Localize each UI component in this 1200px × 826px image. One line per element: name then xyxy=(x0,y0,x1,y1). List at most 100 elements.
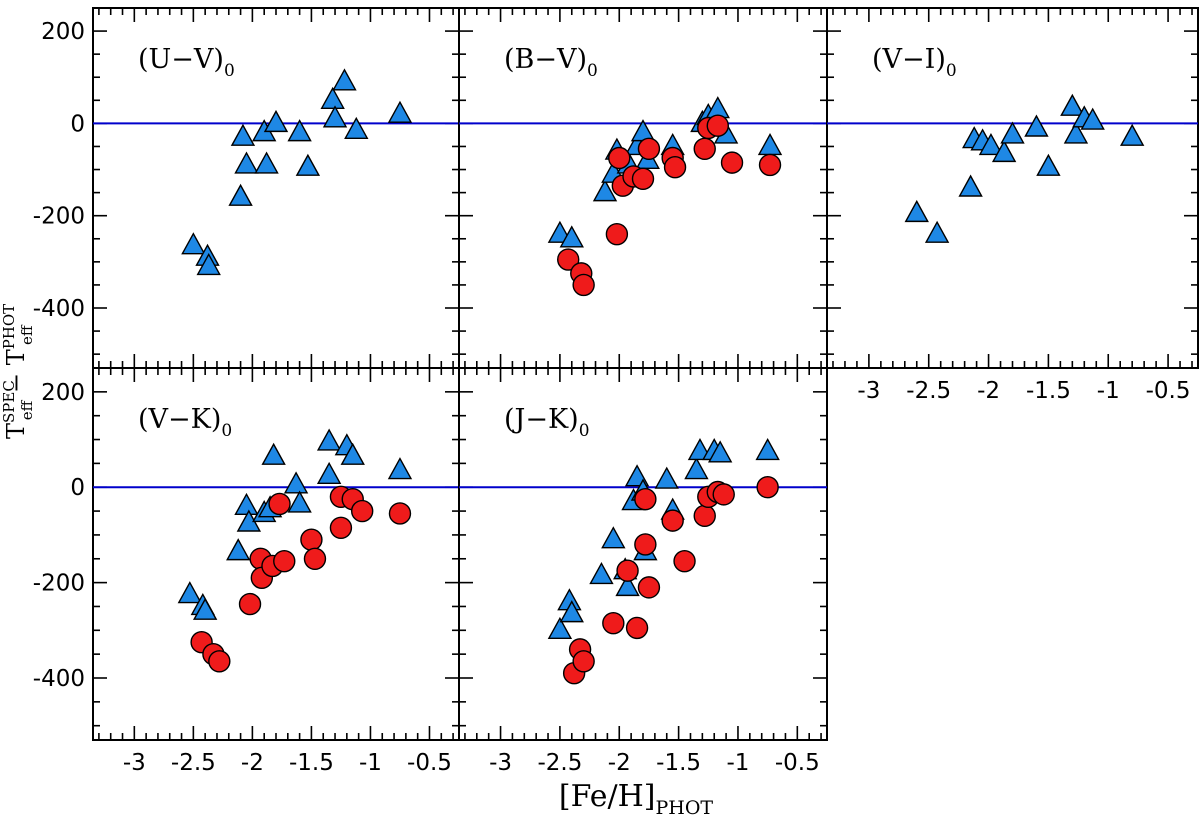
triangle-point xyxy=(230,123,256,146)
triangle-point xyxy=(1000,121,1025,144)
triangle-point xyxy=(228,183,253,206)
triangle-point xyxy=(192,597,218,620)
x-tick-label: -3 xyxy=(857,378,880,404)
panel-title-sub: 0 xyxy=(587,61,598,81)
circle-point xyxy=(756,476,779,499)
triangle-point xyxy=(287,490,312,513)
circle-point xyxy=(720,151,744,174)
y-axis-title-mid: − T xyxy=(2,349,30,400)
x-axis-title-main: [Fe/H] xyxy=(559,779,656,814)
x-tick-label: -2.5 xyxy=(171,750,216,776)
circle-point xyxy=(693,504,716,528)
triangle-point xyxy=(1060,93,1085,116)
triangle-point xyxy=(684,457,709,480)
circle-point xyxy=(625,616,649,640)
triangle-point xyxy=(958,174,983,197)
y-tick-label: 200 xyxy=(41,19,85,45)
circle-point xyxy=(268,492,291,516)
triangle-point xyxy=(757,133,783,156)
triangle-point xyxy=(559,225,584,248)
panel-title: (V−K)0 xyxy=(138,404,232,441)
panel-title: (B−V)0 xyxy=(504,44,598,81)
panel-title-sub: 0 xyxy=(579,421,590,441)
circle-point xyxy=(605,222,629,246)
y-tick-label: -400 xyxy=(33,666,85,692)
circle-point xyxy=(350,499,374,523)
circle-point xyxy=(706,114,729,137)
triangle-point xyxy=(387,457,413,480)
x-axis-title-sub: PHOT xyxy=(656,797,714,819)
triangle-point xyxy=(904,199,929,223)
svg-text:[Fe/H]PHOT: [Fe/H]PHOT xyxy=(559,779,714,819)
x-tick-label: -0.5 xyxy=(775,750,820,776)
circle-point xyxy=(608,146,631,170)
panel-title-main: (V−I) xyxy=(872,44,946,75)
triangle-point xyxy=(559,600,584,623)
triangle-point xyxy=(287,119,312,142)
y-axis-title: TSPECeff − TPHOTeff xyxy=(0,304,36,439)
panel-5: -3 -2.5 -2 -1.5 -1 -0.5 (J−K)0 xyxy=(458,367,828,776)
panel-title-main: (U−V) xyxy=(138,44,224,75)
circle-point xyxy=(273,549,296,573)
triangle-point xyxy=(283,471,309,494)
x-tick-label: -2.5 xyxy=(537,750,582,776)
triangle-point xyxy=(991,139,1017,163)
triangle-point xyxy=(295,153,321,176)
triangle-point xyxy=(263,109,289,133)
x-tick-label: -0.5 xyxy=(1146,378,1191,404)
circle-point xyxy=(557,248,580,271)
x-tick-label: -1 xyxy=(1097,378,1120,404)
triangle-point xyxy=(1063,121,1089,144)
triangle-point xyxy=(592,179,618,202)
y-axis-title-sub1: eff xyxy=(18,399,36,420)
circle-point xyxy=(693,137,716,160)
triangle-point xyxy=(1036,153,1061,176)
panel-title-main: (J−K) xyxy=(504,404,579,435)
circle-point xyxy=(634,533,657,556)
panel-title-sub: 0 xyxy=(224,61,235,81)
x-tick-label: -3 xyxy=(489,750,512,776)
circle-point xyxy=(303,547,327,570)
svg-text:TSPECeff − TPHOTeff: TSPECeff − TPHOTeff xyxy=(0,304,36,439)
triangle-point xyxy=(1024,114,1049,137)
x-tick-label: -1.5 xyxy=(289,750,334,776)
triangle-point xyxy=(707,440,733,463)
triangle-point xyxy=(1080,107,1105,130)
x-tick-label: -0.5 xyxy=(407,750,452,776)
circle-point xyxy=(634,487,657,511)
y-tick-label: -400 xyxy=(33,296,85,322)
triangle-point xyxy=(322,105,348,128)
panel-title: (J−K)0 xyxy=(504,404,590,441)
circle-point xyxy=(637,576,661,599)
x-tick-label: -2 xyxy=(977,378,1000,404)
x-tick-label: -2 xyxy=(241,750,264,776)
y-axis-title-t1: T xyxy=(2,423,30,439)
circle-point xyxy=(673,549,696,573)
circle-point xyxy=(572,650,595,673)
triangle-point xyxy=(254,151,279,174)
y-tick-label: -200 xyxy=(33,204,85,230)
panel-title-sub: 0 xyxy=(221,421,232,441)
circle-point xyxy=(616,559,639,582)
circle-point xyxy=(663,156,687,179)
panel-title-main: (B−V) xyxy=(504,44,587,75)
x-axis-title: [Fe/H]PHOT xyxy=(559,779,714,819)
triangle-point xyxy=(589,562,614,585)
triangle-point xyxy=(547,616,573,640)
x-tick-label: -2.5 xyxy=(906,378,951,404)
y-axis-title-sub2: eff xyxy=(18,324,36,345)
panel-title-sub: 0 xyxy=(946,61,957,81)
circle-point xyxy=(300,528,323,551)
triangle-point xyxy=(1119,123,1145,146)
y-tick-label: 0 xyxy=(70,111,85,137)
y-tick-label: 0 xyxy=(70,475,85,501)
triangle-point xyxy=(340,442,365,465)
triangle-point xyxy=(924,220,950,243)
circle-point xyxy=(238,592,262,616)
triangle-point xyxy=(332,68,357,91)
triangle-point xyxy=(615,573,640,597)
circle-point xyxy=(712,483,735,506)
triangle-point xyxy=(234,492,259,516)
